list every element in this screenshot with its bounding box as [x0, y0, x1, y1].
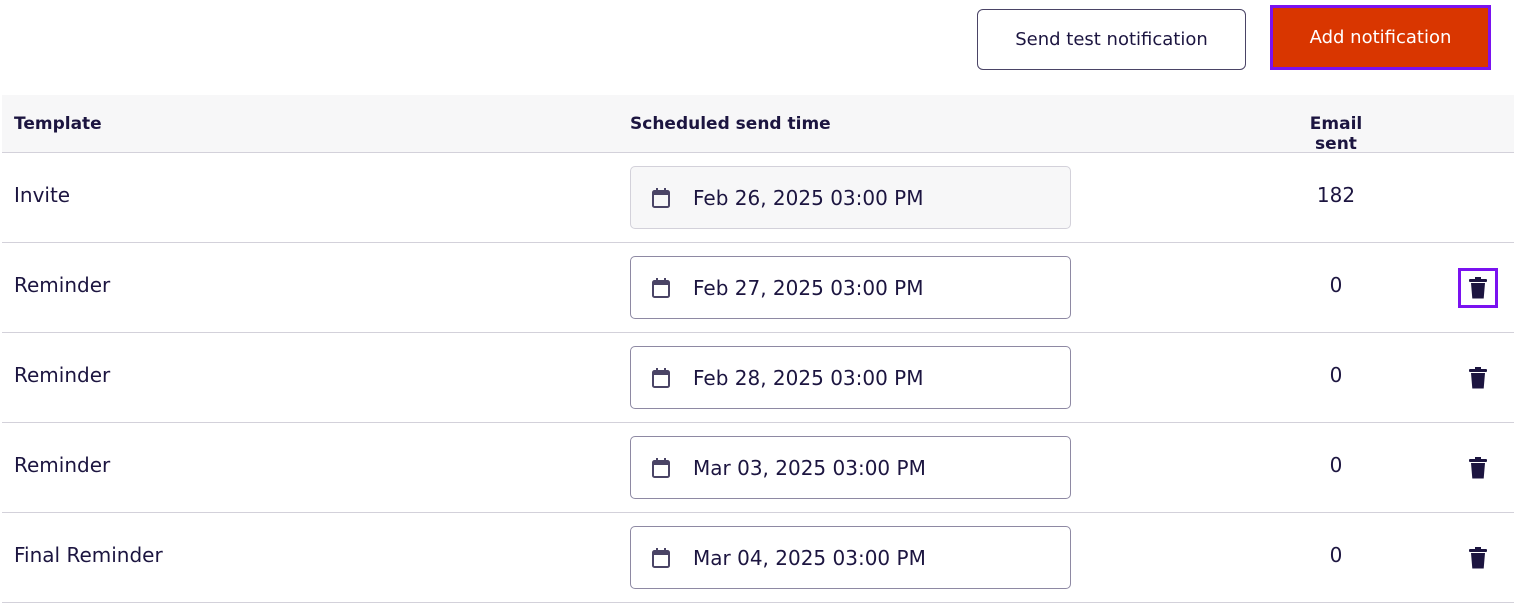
email-sent-count: 0 [1329, 453, 1343, 477]
trash-icon [1468, 366, 1488, 390]
trash-icon [1468, 546, 1488, 570]
table-header: Template Scheduled send time Email sent [2, 95, 1514, 154]
template-name: Final Reminder [14, 543, 163, 567]
scheduled-send-time-value: Feb 27, 2025 03:00 PM [693, 275, 924, 300]
calendar-icon [651, 277, 693, 299]
notifications-table: Template Scheduled send time Email sent … [2, 95, 1514, 603]
header-template: Template [14, 114, 102, 134]
scheduled-send-time-field[interactable]: Mar 03, 2025 03:00 PM [630, 436, 1071, 499]
calendar-icon [651, 187, 693, 209]
table-row: Reminder Feb 28, 2025 03:00 PM 0 [2, 333, 1514, 423]
calendar-icon [651, 547, 693, 569]
email-sent-count: 0 [1329, 543, 1343, 567]
table-row: Reminder Feb 27, 2025 03:00 PM 0 [2, 243, 1514, 333]
scheduled-send-time-value: Mar 03, 2025 03:00 PM [693, 455, 926, 480]
scheduled-send-time-value: Feb 26, 2025 03:00 PM [693, 185, 924, 210]
table-row: Reminder Mar 03, 2025 03:00 PM 0 [2, 423, 1514, 513]
trash-icon [1468, 456, 1488, 480]
add-notification-button[interactable]: Add notification [1270, 5, 1491, 70]
scheduled-send-time-field[interactable]: Mar 04, 2025 03:00 PM [630, 526, 1071, 589]
scheduled-send-time-field[interactable]: Feb 27, 2025 03:00 PM [630, 256, 1071, 319]
delete-button[interactable] [1458, 268, 1498, 308]
calendar-icon [651, 367, 693, 389]
email-sent-count: 0 [1329, 363, 1343, 387]
table-row: Final Reminder Mar 04, 2025 03:00 PM 0 [2, 513, 1514, 603]
template-name: Reminder [14, 453, 111, 477]
scheduled-send-time-value: Feb 28, 2025 03:00 PM [693, 365, 924, 390]
scheduled-send-time-field: Feb 26, 2025 03:00 PM [630, 166, 1071, 229]
send-test-notification-button[interactable]: Send test notification [977, 9, 1246, 70]
template-name: Reminder [14, 273, 111, 297]
calendar-icon [651, 457, 693, 479]
delete-button[interactable] [1458, 358, 1498, 398]
delete-button[interactable] [1458, 448, 1498, 488]
email-sent-count: 182 [1316, 183, 1356, 207]
template-name: Reminder [14, 363, 111, 387]
scheduled-send-time-field[interactable]: Feb 28, 2025 03:00 PM [630, 346, 1071, 409]
delete-button[interactable] [1458, 538, 1498, 578]
table-row: Invite Feb 26, 2025 03:00 PM 182 [2, 153, 1514, 243]
trash-icon [1468, 276, 1488, 300]
header-scheduled-send-time: Scheduled send time [630, 114, 831, 134]
header-email-sent: Email sent [1309, 114, 1363, 154]
toolbar: Send test notification Add notification [0, 5, 1528, 70]
scheduled-send-time-value: Mar 04, 2025 03:00 PM [693, 545, 926, 570]
email-sent-count: 0 [1329, 273, 1343, 297]
template-name: Invite [14, 183, 71, 207]
